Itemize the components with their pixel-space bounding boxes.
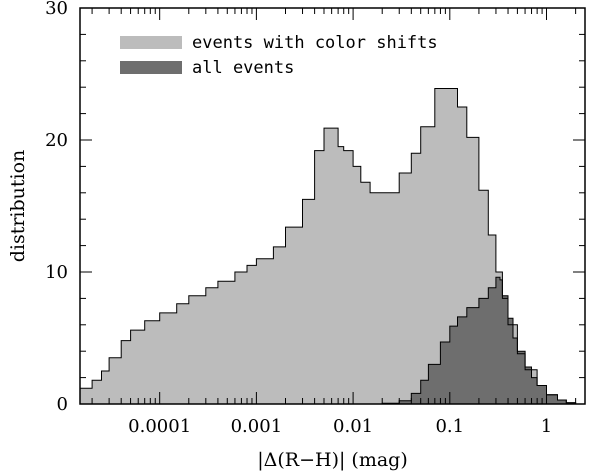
legend-swatch	[120, 61, 182, 74]
series-outline-all-events	[370, 276, 577, 405]
x-tick-label: 0.001	[231, 416, 283, 437]
plot-frame	[79, 7, 586, 405]
y-tick-label: 10	[45, 262, 68, 283]
x-tick-label: 1	[541, 416, 552, 437]
axis-ticks	[80, 7, 585, 405]
series-fill-events-with-color-shifts	[80, 88, 576, 404]
x-tick-label: 0.0001	[128, 416, 191, 437]
legend-swatch	[120, 36, 182, 49]
x-axis-label: |Δ(R−H)| (mag)	[257, 449, 408, 471]
series-outlines	[80, 88, 577, 405]
y-tick-label: 20	[45, 130, 68, 151]
legend-label: events with color shifts	[192, 33, 438, 53]
legend-label: all events	[192, 58, 294, 78]
series-fills	[80, 88, 576, 404]
y-tick-label: 30	[45, 0, 68, 19]
legend: events with color shifts all events	[120, 33, 438, 78]
x-tick-label: 0.1	[435, 416, 464, 437]
x-tick-label: 0.01	[333, 416, 373, 437]
series-fill-all-events	[370, 277, 576, 404]
y-tick-label: 0	[57, 394, 68, 415]
y-axis-label: distribution	[7, 150, 29, 263]
